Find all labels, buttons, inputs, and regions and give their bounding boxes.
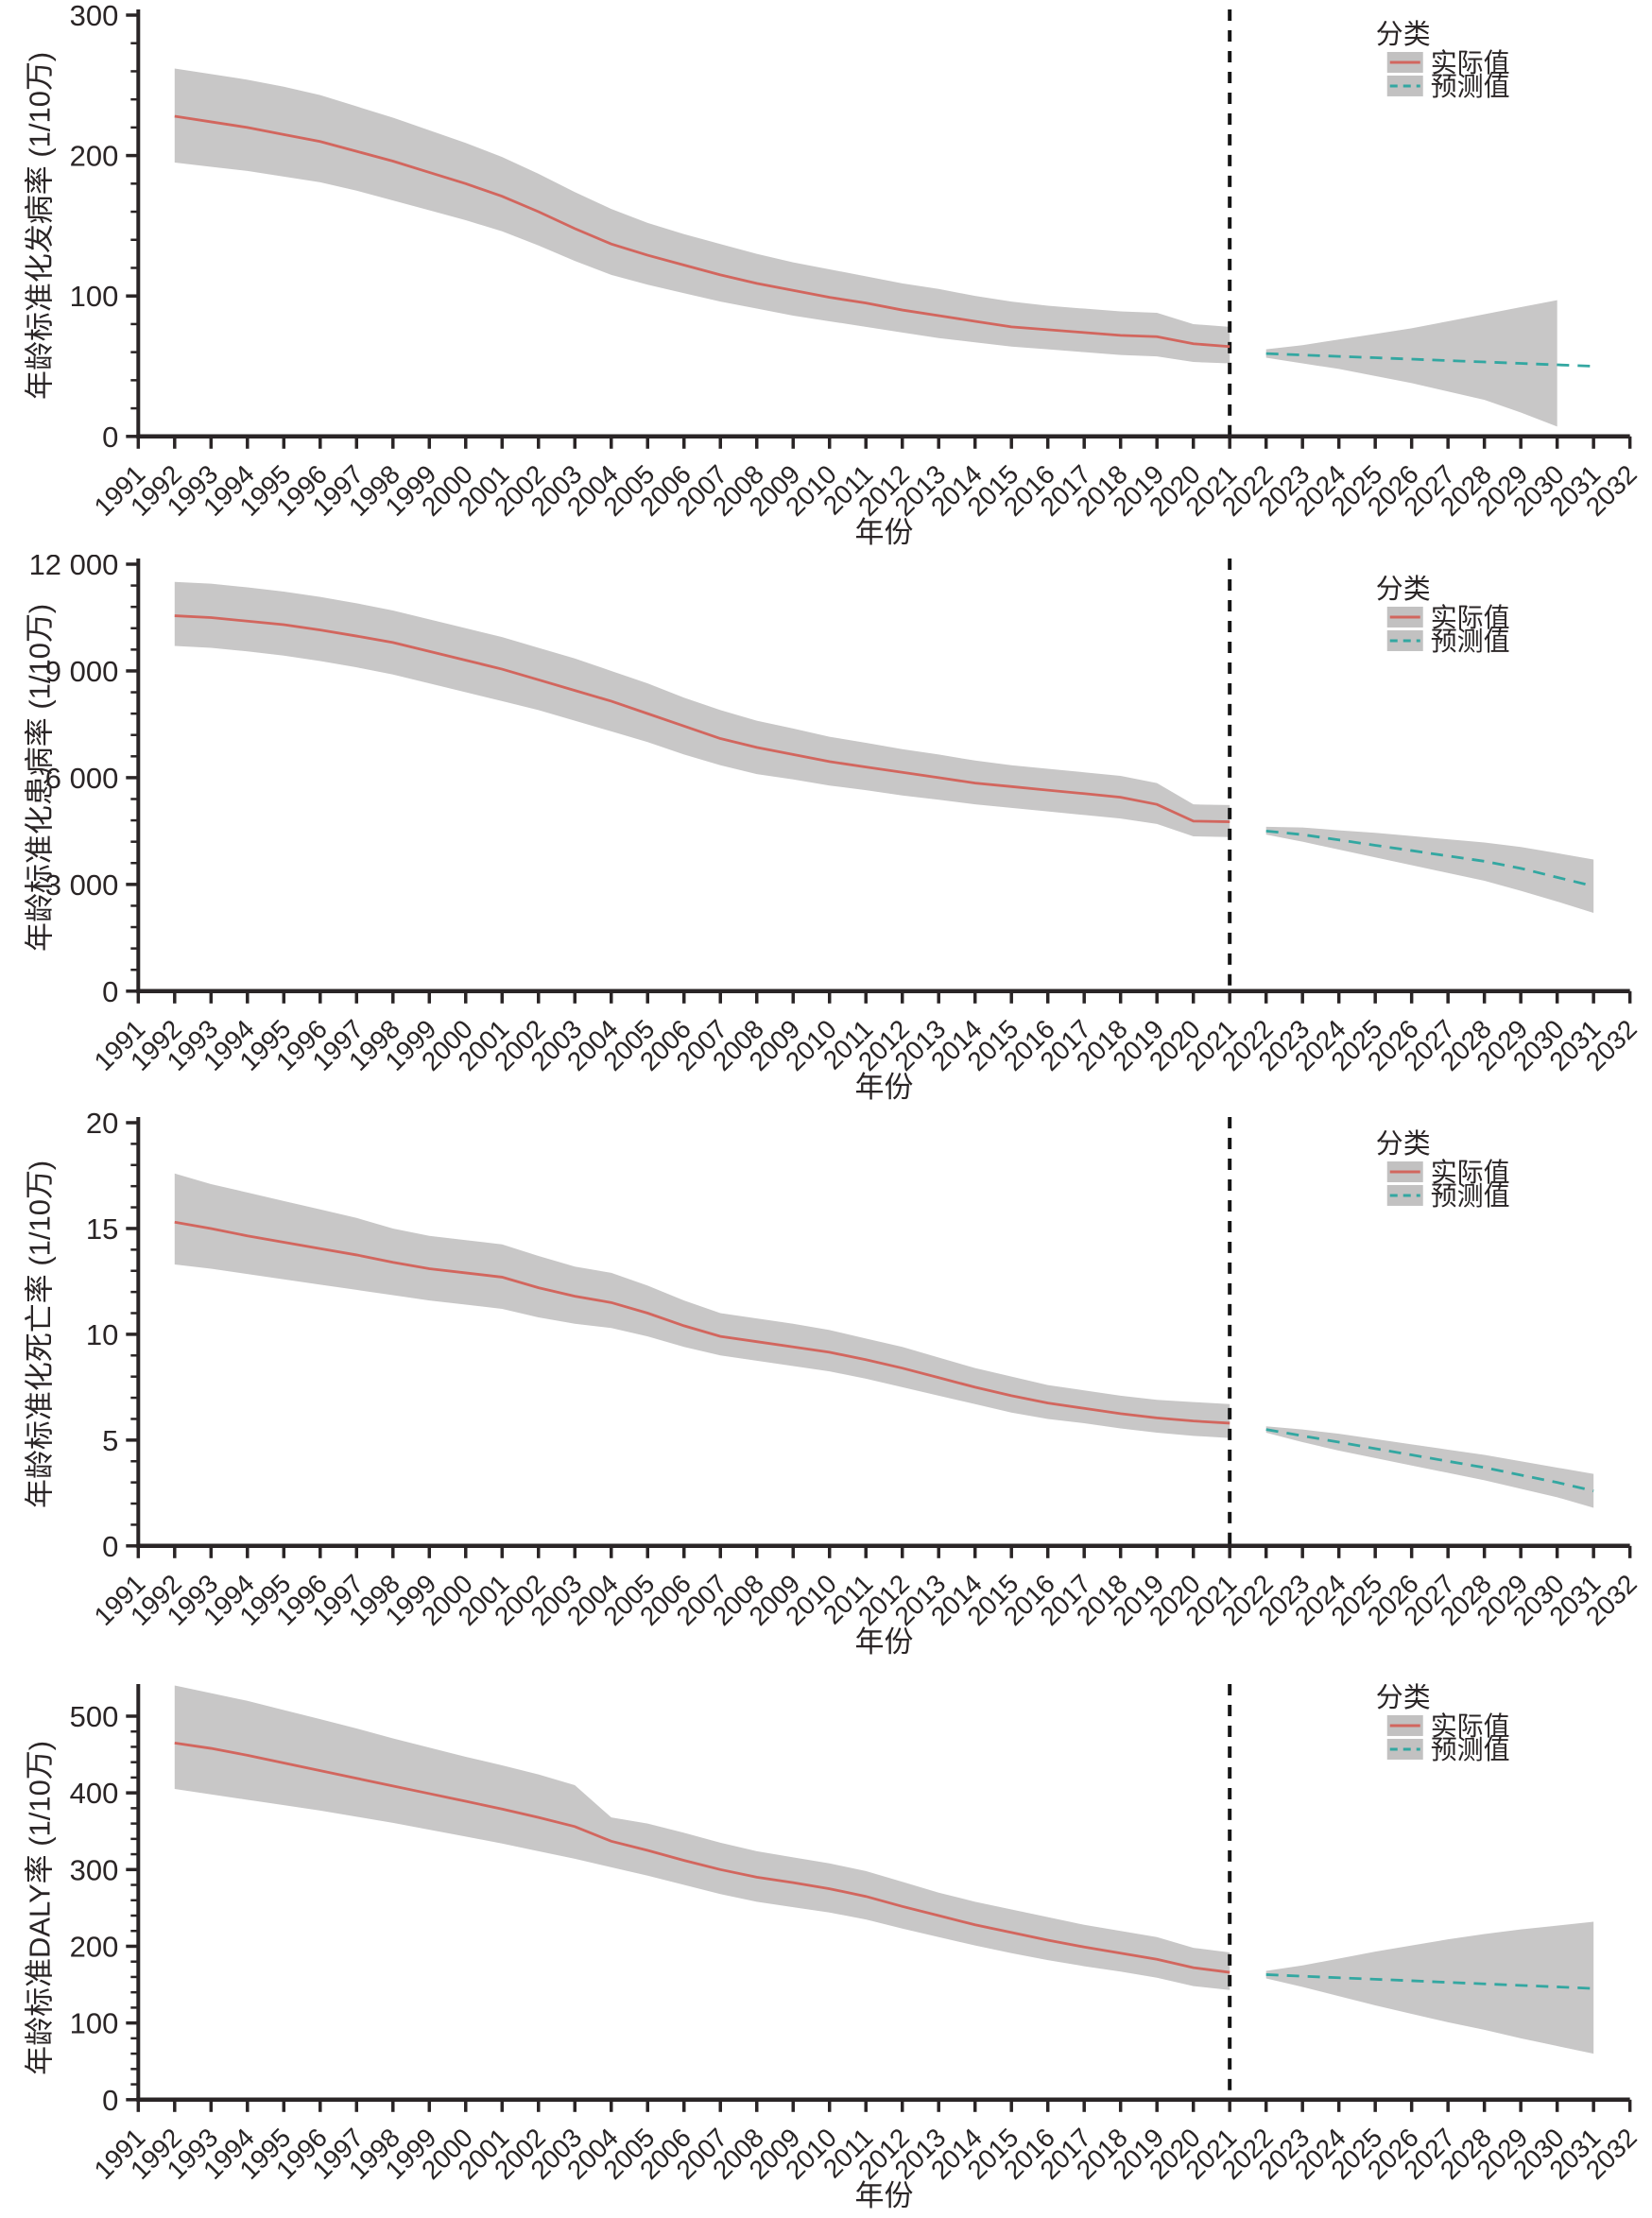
- actual-line: [174, 114, 1230, 349]
- forecast-confidence-band: [1265, 1425, 1594, 1508]
- axes: 0510152019911992199319941995199619971998…: [86, 1109, 1643, 1631]
- panel-daly: 0 100 200 300 400 500 1991 1992 1993 1994 1995 1996…: [0, 1663, 1652, 2218]
- legend-item-label: 实际值: [1431, 1711, 1510, 1741]
- y-tick-label: 0: [102, 1529, 118, 1562]
- chart-incidence: 0100200300199119921993199419951996199719…: [23, 0, 1643, 549]
- y-tick-label: 12 000: [29, 555, 119, 581]
- y-tick-label: 300: [70, 1854, 119, 1887]
- y-tick-label: 10: [86, 1317, 118, 1350]
- actual-confidence-band: [174, 1173, 1230, 1438]
- axes: 0100200300400500199119921993199419951996…: [70, 1684, 1643, 2185]
- y-tick-label: 0: [102, 421, 118, 454]
- y-tick-label: 15: [86, 1212, 118, 1245]
- legend-item-label: 预测值: [1431, 1735, 1510, 1764]
- legend-item-label: 预测值: [1431, 627, 1510, 656]
- y-tick-label: 0: [102, 2084, 118, 2117]
- legend-item-label: 预测值: [1431, 72, 1510, 101]
- actual-line: [174, 613, 1230, 823]
- chart-mortality: 0510152019911992199319941995199619971998…: [23, 1109, 1643, 1659]
- forecast-line: [1265, 352, 1594, 368]
- y-axis-title: 年龄标准化发病率 (1/10万): [23, 52, 56, 400]
- x-axis-title: 年份: [855, 1071, 914, 1104]
- forecast-line: [1265, 1973, 1594, 1990]
- y-tick-label: 3 000: [45, 868, 119, 902]
- y-tick-label: 200: [70, 140, 119, 173]
- legend-item-label: 实际值: [1431, 1157, 1510, 1186]
- x-axis-title: 年份: [855, 2179, 914, 2212]
- legend-item-label: 预测值: [1431, 1180, 1510, 1210]
- legend-title: 分类: [1376, 1128, 1431, 1159]
- y-axis-title: 年龄标准DALY率 (1/10万): [23, 1741, 56, 2075]
- panel-mortality: 0 5 10 15 20 1991 1992 1993 1994 1995 1996 1997 1998…: [0, 1109, 1652, 1664]
- y-tick-label: 300: [70, 0, 119, 32]
- actual-line: [174, 1220, 1230, 1424]
- forecast-confidence-band: [1265, 1921, 1594, 2055]
- y-tick-label: 5: [102, 1423, 118, 1456]
- legend-title: 分类: [1376, 20, 1431, 50]
- y-tick-label: 200: [70, 1931, 119, 1964]
- y-axis-title: 年龄标准化死亡率 (1/10万): [23, 1160, 56, 1507]
- legend-item-label: 实际值: [1431, 48, 1510, 77]
- forecast-confidence-band: [1265, 826, 1594, 913]
- x-axis-title: 年份: [855, 1625, 914, 1658]
- y-tick-label: 6 000: [45, 762, 119, 795]
- forecast-line: [1265, 829, 1594, 887]
- x-axis-title: 年份: [855, 516, 914, 549]
- y-tick-label: 100: [70, 2007, 119, 2040]
- y-tick-label: 20: [86, 1109, 118, 1140]
- legend-title: 分类: [1376, 1683, 1431, 1713]
- actual-confidence-band: [174, 581, 1230, 837]
- y-tick-label: 500: [70, 1700, 119, 1733]
- forecast-confidence-band: [1265, 300, 1557, 427]
- panel-incidence: 0 100 200 300 1991 1992 1993 1994 1995 1996 1997 19…: [0, 0, 1652, 555]
- actual-confidence-band: [174, 68, 1230, 364]
- legend-item-label: 实际值: [1431, 603, 1510, 632]
- y-tick-label: 100: [70, 280, 119, 313]
- actual-line: [174, 1742, 1230, 1974]
- forecast-line: [1265, 1427, 1594, 1492]
- y-axis-title: 年龄标准化患病率 (1/10万): [23, 604, 56, 952]
- actual-confidence-band: [174, 1685, 1230, 1991]
- chart-daly: 0100200300400500199119921993199419951996…: [23, 1683, 1643, 2212]
- y-tick-label: 0: [102, 975, 118, 1008]
- legend-title: 分类: [1376, 575, 1431, 605]
- y-tick-label: 400: [70, 1777, 119, 1810]
- y-tick-label: 9 000: [45, 655, 119, 688]
